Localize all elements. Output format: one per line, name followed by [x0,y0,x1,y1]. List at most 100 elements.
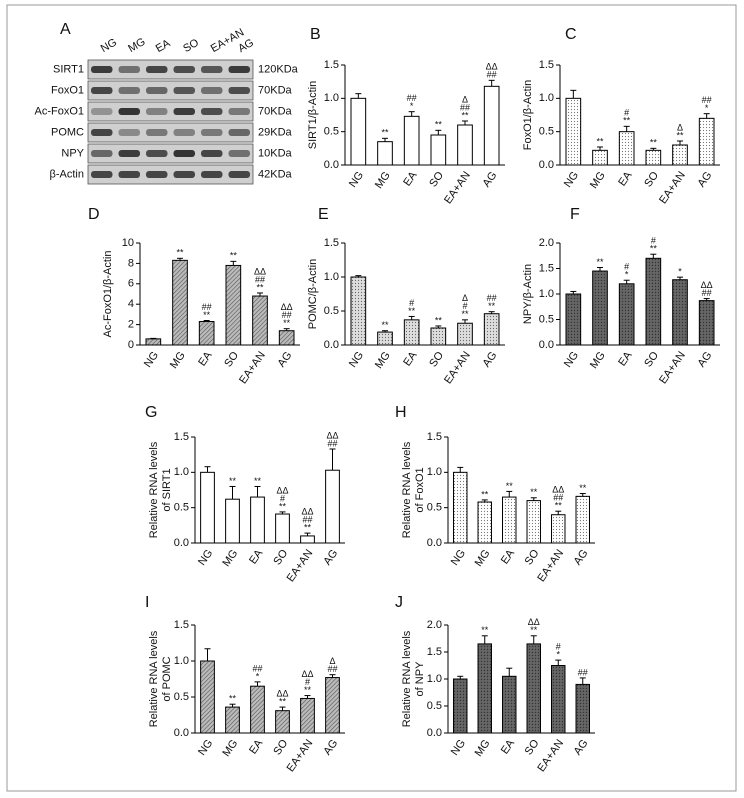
blot-band [91,66,113,73]
blot-band [228,150,250,157]
x-tick-label: NG [196,548,215,568]
blot-band [91,171,113,178]
significance-label: ## [553,493,563,503]
bar [430,134,447,166]
x-tick-label: AG [572,548,591,568]
bar [145,338,162,346]
significance-label: # [305,677,310,687]
bar [172,259,188,346]
blot-band [173,150,195,157]
frame [6,4,737,792]
significance-label: ** [254,476,262,486]
size-label: 120KDa [258,63,299,75]
significance-label: ** [381,320,389,330]
y-tick-label: 1.0 [539,92,554,104]
significance-label: Δ [329,656,335,666]
protein-label: FoxO1 [51,84,84,96]
bar [672,144,688,166]
x-tick-label: AG [481,350,500,370]
significance-label: ΔΔ [528,617,540,627]
blot-band [201,129,223,136]
panel-letter: I [145,594,149,611]
x-tick-label: EA [401,169,420,188]
y-axis-label: of NPY [414,661,426,697]
y-tick-label: 0.0 [539,339,554,351]
significance-label: ## [460,102,470,112]
significance-label: ** [530,625,538,635]
blot-strip [87,59,254,80]
significance-label: ** [555,501,563,511]
significance-label: ΔΔ [281,302,293,312]
blot-band [91,87,113,94]
bar [275,710,290,734]
y-tick-label: 1.0 [324,92,339,104]
bar [483,313,500,346]
x-tick-label: AG [481,170,500,190]
x-tick-label: NG [562,350,581,370]
bar [325,677,340,734]
y-tick-label: 1.5 [174,619,189,631]
x-tick-label: SO [271,737,290,757]
lane-label: SO [181,37,201,56]
protein-label: Ac-FoxO1 [34,105,84,117]
y-tick-label: 2.0 [427,619,442,631]
size-label: 10KDa [258,147,293,159]
significance-label: ** [256,282,264,292]
bar [457,124,473,166]
significance-label: ** [279,501,287,511]
bar [698,117,715,166]
y-tick-label: 0.5 [174,691,189,703]
y-tick-label: 1.5 [324,59,339,71]
significance-label: ** [381,128,389,138]
y-tick-label: 2 [128,319,134,331]
significance-label: # [624,108,629,118]
significance-label: ** [229,694,237,704]
significance-label: ## [327,664,337,674]
blot-band [173,108,195,115]
x-tick-label: EA [196,349,215,368]
x-tick-label: EA [401,349,420,368]
significance-label: ## [702,95,712,105]
significance-label: ## [202,302,212,312]
significance-label: Δ [462,293,468,303]
protein-label: POMC [51,126,84,138]
significance-label: ΔΔ [326,430,338,440]
x-tick-label: AG [321,738,340,758]
y-tick-label: 2.0 [539,237,554,249]
blot-band [201,171,223,178]
bar [477,643,492,734]
y-tick-label: 1.5 [427,431,442,443]
significance-label: * [678,267,682,277]
y-tick-label: 0.5 [427,700,442,712]
y-axis-label: Ac-FoxO1/β-Actin [102,250,114,337]
y-tick-label: 4 [128,298,134,310]
bar [618,283,635,346]
bar [325,469,340,544]
y-axis-label: Relative RNA levels [148,630,160,727]
bar [225,706,240,734]
bar [457,322,473,346]
bar [453,678,468,734]
significance-label: ## [255,274,265,284]
y-tick-label: 1.0 [539,288,554,300]
blot-band [146,129,168,136]
significance-label: ## [327,438,337,448]
bar [483,85,500,166]
significance-label: ** [676,130,684,140]
bar [575,495,590,544]
bar [592,149,608,166]
x-tick-label: MG [220,738,240,759]
blot-band [146,171,168,178]
y-tick-label: 1.0 [174,655,189,667]
significance-label: * [705,103,709,113]
bar [526,643,541,734]
significance-label: * [410,101,414,111]
bar [198,321,215,346]
blot-band [146,87,168,94]
significance-label: ## [282,310,292,320]
bar [300,535,315,544]
protein-label: SIRT1 [53,63,84,75]
blot-band [146,150,168,157]
significance-label: ## [487,293,497,303]
bar [200,660,215,734]
